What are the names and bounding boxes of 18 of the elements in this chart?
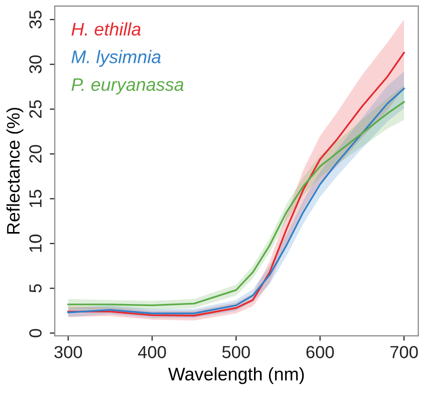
y-axis-title: Reflectance (%) — [6, 108, 24, 234]
x-tick-label: 700 — [390, 346, 418, 358]
x-tick-label: 500 — [222, 346, 250, 358]
y-tick-label: 25 — [29, 100, 42, 118]
x-tick-label: 300 — [54, 346, 82, 358]
x-tick-label: 400 — [138, 346, 166, 358]
y-tick-label: 20 — [29, 144, 42, 163]
text: P. euryanassa — [72, 78, 184, 95]
text: H. ethilla — [72, 22, 141, 36]
y-tick-label: 30 — [29, 55, 42, 74]
text: M. lysimnia — [72, 50, 161, 67]
x-axis-title: Wavelength (nm) — [168, 367, 304, 384]
y-tick-label: 10 — [29, 234, 42, 252]
y-tick-label: 15 — [29, 190, 42, 208]
y-tick-label: 5 — [29, 284, 42, 292]
x-tick-label: 600 — [306, 346, 334, 358]
y-tick-label: 0 — [29, 328, 42, 338]
y-tick-label: 35 — [29, 10, 42, 29]
